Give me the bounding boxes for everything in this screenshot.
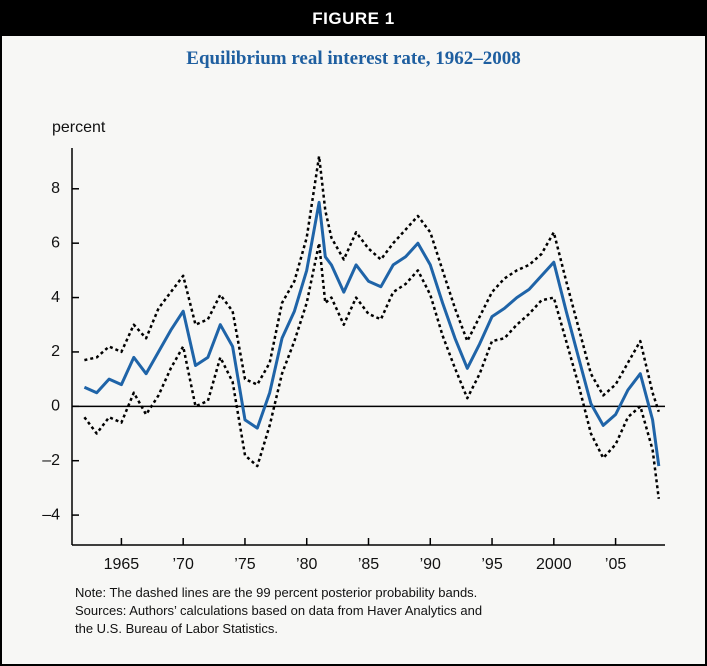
y-tick-label: –2 — [42, 452, 60, 469]
x-tick-label: ’85 — [358, 556, 379, 573]
y-tick-label: –4 — [42, 506, 60, 523]
y-axis-label: percent — [52, 119, 106, 136]
band-line — [83, 241, 661, 499]
y-tick-label: 8 — [51, 180, 60, 197]
note-line: the U.S. Bureau of Labor Statistics. — [75, 621, 279, 636]
y-tick-label: 0 — [51, 398, 60, 415]
figure-header: FIGURE 1 — [2, 2, 705, 36]
rate-line — [83, 200, 661, 467]
x-tick-label: 1965 — [104, 556, 140, 573]
y-tick-label: 2 — [51, 343, 60, 360]
x-tick-label: 2000 — [536, 556, 572, 573]
x-tick-label: ’95 — [481, 556, 502, 573]
x-tick-label: ’05 — [605, 556, 626, 573]
chart-title: Equilibrium real interest rate, 1962–200… — [186, 48, 521, 69]
y-tick-label: 4 — [51, 289, 60, 306]
x-tick-label: ’90 — [420, 556, 441, 573]
x-tick-label: ’70 — [173, 556, 194, 573]
note-line: Sources: Authors’ calculations based on … — [75, 603, 483, 618]
notes: Note: The dashed lines are the 99 percen… — [75, 584, 482, 638]
y-tick-label: 6 — [51, 234, 60, 251]
x-tick-label: ’80 — [296, 556, 317, 573]
band-line — [84, 154, 660, 413]
note-line: Note: The dashed lines are the 99 percen… — [75, 585, 478, 600]
x-tick-label: ’75 — [234, 556, 255, 573]
